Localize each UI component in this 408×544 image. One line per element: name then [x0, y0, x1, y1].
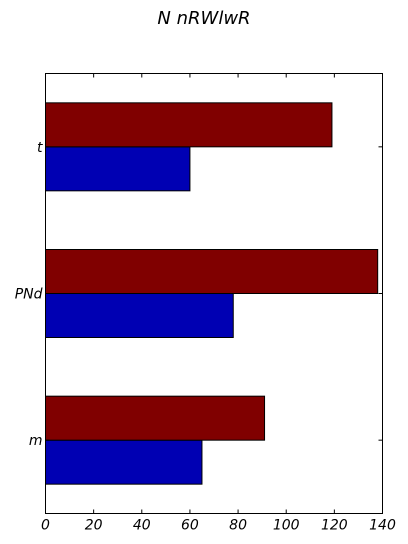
bar-series1-t — [45, 146, 191, 192]
y-tick-label-PNd: PNd — [15, 287, 43, 303]
x-tick-label-0: 0 — [41, 518, 50, 534]
x-tick-label-120: 120 — [321, 518, 348, 534]
bar-series2-t — [45, 102, 333, 148]
labels-layer: m PNd t 0 20 40 60 80 100 120 140 — [15, 140, 396, 534]
chart-title: N nRWlwR — [157, 8, 251, 29]
bar-series1-m — [45, 439, 203, 485]
x-tick-label-140: 140 — [369, 518, 396, 534]
x-tick-label-80: 80 — [229, 518, 247, 534]
x-tick-label-40: 40 — [133, 518, 151, 534]
x-tick-label-20: 20 — [85, 518, 103, 534]
ticks-layer — [45, 73, 383, 514]
bar-series1-PNd — [45, 293, 234, 338]
bar-series2-m — [45, 395, 266, 441]
x-tick-label-60: 60 — [181, 518, 199, 534]
x-tick-label-100: 100 — [273, 518, 300, 534]
bars-layer — [45, 102, 379, 485]
bar-series2-PNd — [45, 249, 379, 294]
y-tick-label-t: t — [37, 140, 43, 156]
y-tick-label-m: m — [29, 433, 43, 449]
